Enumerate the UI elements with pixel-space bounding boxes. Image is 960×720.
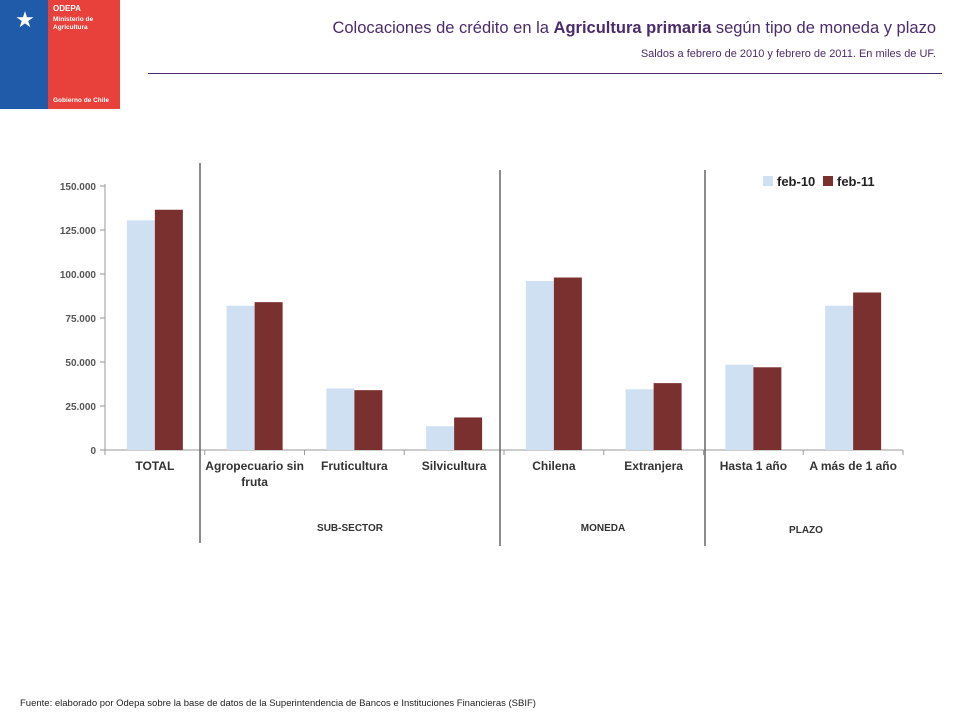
y-tick-label: 75.000	[65, 314, 96, 325]
legend-swatch-feb-11	[823, 176, 833, 186]
group-label: PLAZO	[789, 525, 823, 536]
group-label: SUB-SECTOR	[317, 523, 384, 534]
x-tick-label: fruta	[241, 475, 268, 489]
bar-feb-11-6	[753, 367, 782, 450]
title-bold: Agricultura primaria	[553, 19, 712, 37]
coat-of-arms-icon: ★	[15, 7, 35, 32]
group-label: MONEDA	[581, 523, 625, 534]
logo-red-band	[48, 0, 120, 109]
x-tick-label: Agropecuario sin	[205, 459, 304, 473]
page-subtitle: Saldos a febrero de 2010 y febrero de 20…	[640, 48, 936, 60]
bar-feb-10-5	[625, 389, 654, 450]
header-divider	[148, 73, 942, 74]
page-title: Colocaciones de crédito en la Agricultur…	[332, 19, 936, 38]
bar-feb-10-1	[226, 305, 255, 450]
x-tick-label: A más de 1 año	[809, 459, 897, 473]
logo-government-name: Gobierno de Chile	[53, 97, 109, 104]
bar-feb-11-5	[653, 383, 682, 450]
source-footnote: Fuente: elaborado por Odepa sobre la bas…	[20, 698, 536, 709]
y-tick-label: 100.000	[60, 270, 97, 281]
x-tick-label: TOTAL	[135, 459, 174, 473]
legend-swatch-feb-10	[763, 176, 773, 186]
bar-feb-11-2	[354, 390, 383, 450]
x-tick-label: Chilena	[532, 459, 576, 473]
bar-feb-11-3	[454, 417, 483, 450]
bar-feb-11-0	[154, 209, 183, 450]
x-tick-label: Fruticultura	[321, 459, 388, 473]
x-tick-label: Extranjera	[624, 459, 683, 473]
bar-feb-10-2	[326, 388, 355, 450]
legend-label: feb-11	[837, 174, 875, 189]
bar-feb-10-0	[126, 220, 155, 450]
bar-feb-11-7	[853, 292, 882, 450]
bar-feb-10-6	[725, 364, 754, 450]
y-tick-label: 50.000	[65, 358, 96, 369]
legend-label: feb-10	[777, 174, 815, 189]
x-tick-label: Hasta 1 año	[720, 459, 787, 473]
title-prefix: Colocaciones de crédito en la	[332, 19, 554, 37]
logo-blue-band: ★	[0, 0, 48, 109]
title-suffix: según tipo de moneda y plazo	[711, 19, 936, 37]
y-tick-label: 150.000	[60, 182, 97, 193]
odepa-logo: ★ ODEPA Ministerio de Agricultura Gobier…	[0, 0, 120, 109]
bar-feb-10-3	[426, 426, 455, 450]
x-tick-label: Silvicultura	[422, 459, 487, 473]
logo-ministry-name: Ministerio de Agricultura	[53, 16, 94, 31]
bar-feb-11-1	[254, 302, 283, 450]
y-tick-label: 25.000	[65, 402, 96, 413]
logo-org-name: ODEPA	[53, 4, 81, 13]
y-tick-label: 125.000	[60, 226, 97, 237]
bar-feb-10-4	[525, 281, 554, 450]
bar-feb-11-4	[553, 277, 582, 450]
y-tick-label: 0	[90, 446, 96, 457]
bar-feb-10-7	[825, 305, 854, 450]
